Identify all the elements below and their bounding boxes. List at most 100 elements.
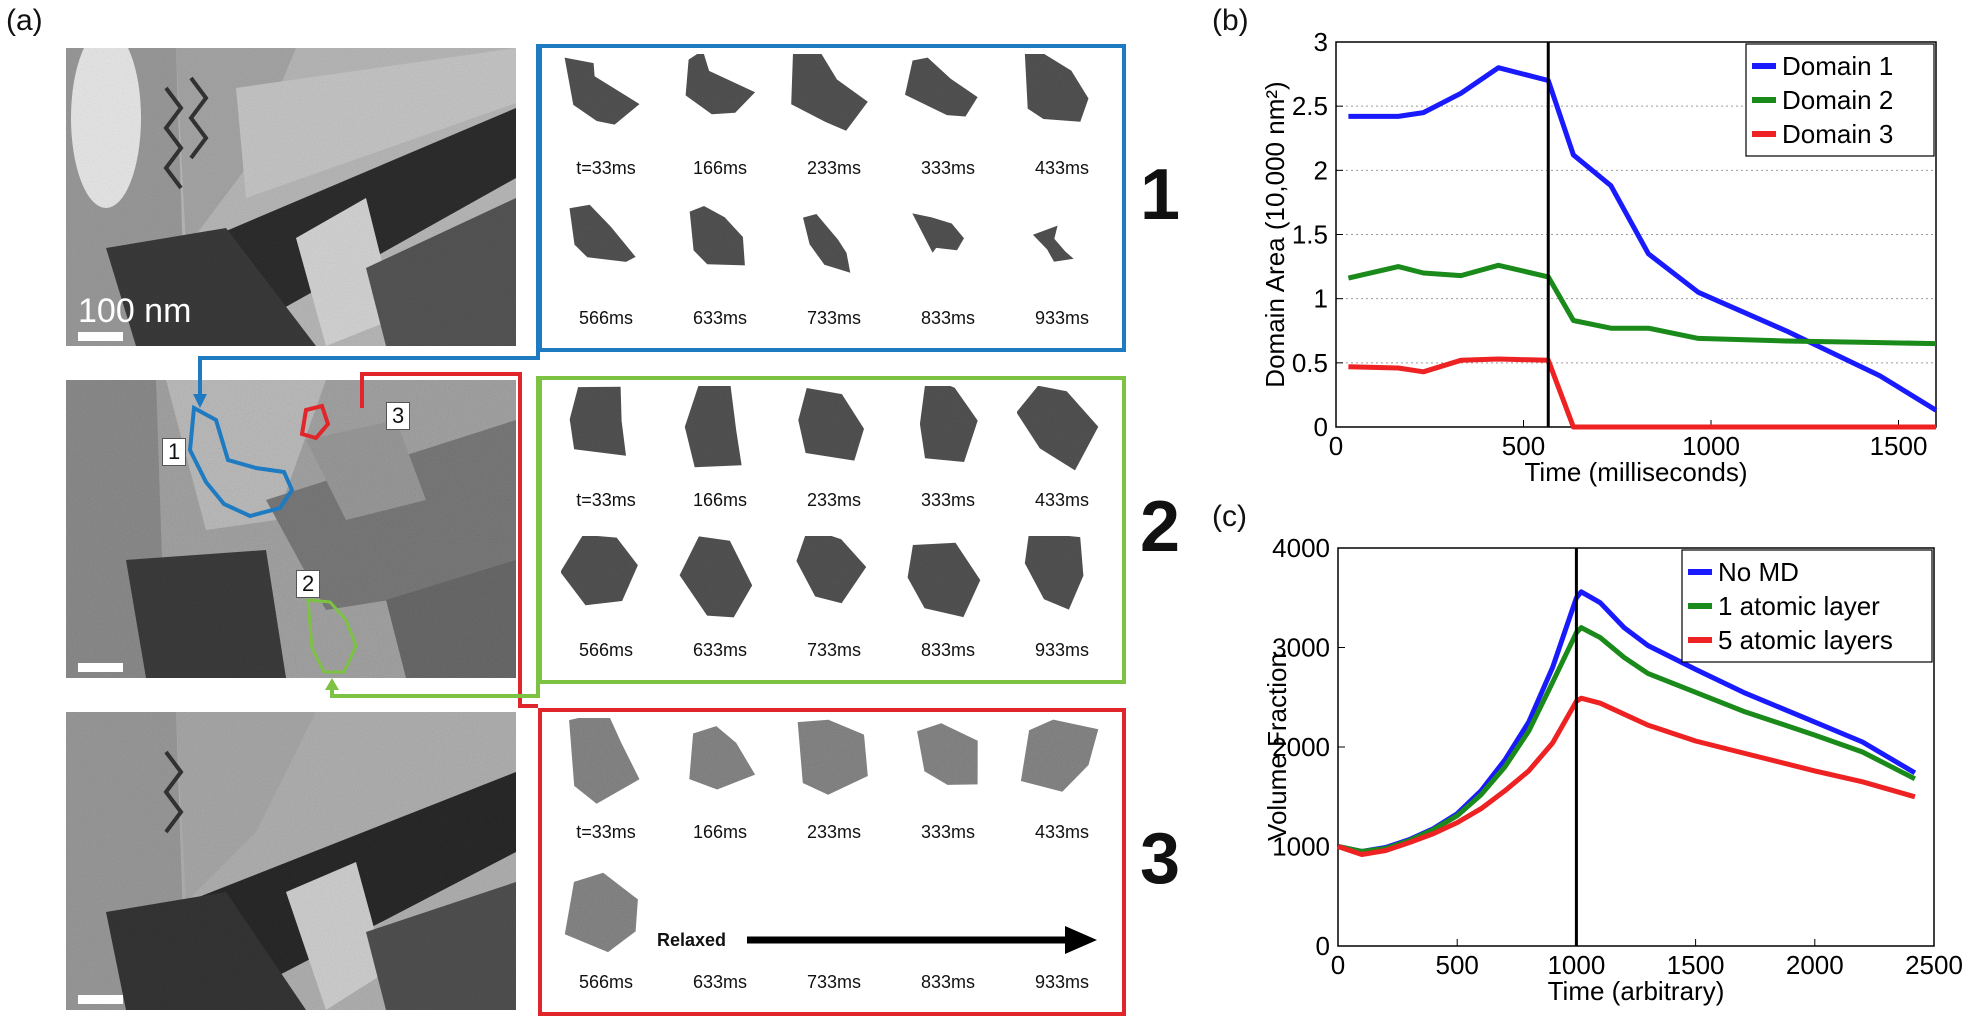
series-line-domain-1: [1348, 65, 1938, 413]
time-label: 433ms: [1034, 822, 1090, 842]
domain-snapshot: [1017, 718, 1107, 808]
time-label: 833ms: [920, 308, 976, 328]
scale-bar: [78, 663, 123, 672]
x-axis-label: Time (arbitrary): [1548, 976, 1725, 1006]
y-tick-label: 3000: [1272, 633, 1330, 663]
domain-snapshot: [675, 536, 765, 626]
tem-image-middle: 1 2 3: [66, 380, 516, 678]
domain-snapshot: [903, 718, 993, 808]
domain-marker-3: 3: [386, 402, 411, 430]
tem-image-bottom: [66, 712, 516, 1010]
x-tick-label: 1000: [1682, 431, 1740, 461]
time-label: 333ms: [920, 158, 976, 178]
x-tick-label: 1500: [1667, 950, 1725, 980]
time-label: 233ms: [806, 158, 862, 178]
domain-snapshot: [561, 204, 651, 294]
scale-bar-label: 100 nm: [78, 292, 192, 330]
y-tick-label: 1000: [1272, 832, 1330, 862]
time-label: 233ms: [806, 822, 862, 842]
domain-number-1: 1: [1140, 155, 1181, 235]
y-tick-label: 2000: [1272, 732, 1330, 762]
relaxed-arrow: [747, 926, 1097, 954]
scale-bar: [78, 332, 123, 341]
legend-label: Domain 2: [1782, 85, 1893, 115]
relaxed-label: Relaxed: [657, 930, 727, 950]
x-tick-label: 1000: [1547, 950, 1605, 980]
domain-snapshot: [903, 54, 993, 144]
time-label: 433ms: [1034, 490, 1090, 510]
panel-label-b: (b): [1212, 4, 1249, 37]
domain-snapshot: [561, 868, 651, 958]
y-tick-label: 2: [1314, 155, 1328, 185]
chart-domain-area: 0 0.5 1 1.5 2 2.5 3 0 500 1000 1500 Time (milliseco…: [1260, 30, 1938, 487]
domain-snapshot: [903, 204, 993, 294]
tem-image-top: 100 nm: [66, 48, 516, 346]
time-label: 333ms: [920, 822, 976, 842]
y-tick-label: 2.5: [1292, 91, 1328, 121]
time-label: 833ms: [920, 640, 976, 660]
x-axis-label: Time (milliseconds): [1525, 457, 1748, 487]
domain-snapshot: [561, 536, 651, 626]
time-label: 233ms: [806, 490, 862, 510]
legend-label: 1 atomic layer: [1718, 591, 1880, 621]
time-label: 566ms: [578, 972, 634, 992]
time-label: 566ms: [578, 640, 634, 660]
domain-snapshot: [789, 718, 879, 808]
domain-marker-2: 2: [296, 570, 321, 598]
time-label: 633ms: [692, 308, 748, 328]
y-tick-label: 0.5: [1292, 348, 1328, 378]
legend-label: Domain 1: [1782, 51, 1893, 81]
x-tick-label: 500: [1436, 950, 1479, 980]
domain-snapshot: [561, 718, 651, 808]
gallery-domain-1: t=33ms 166ms 233ms 333ms 433ms 566ms 633ms 733m…: [538, 44, 1126, 352]
series-line-domain-2: [1347, 262, 1937, 347]
y-tick-label: 4000: [1272, 533, 1330, 563]
domain-snapshot: [789, 54, 879, 144]
x-tick-label: 2000: [1786, 950, 1844, 980]
domain-snapshot: [903, 386, 993, 476]
y-axis-label: Domain Area (10,000 nm²): [1260, 81, 1290, 387]
time-label: 733ms: [806, 640, 862, 660]
chart-volume-fraction: 0 1000 2000 3000 4000 0 500 1000 1500 2000 2500 Tim…: [1262, 533, 1963, 1006]
x-tick-label: 0: [1331, 950, 1345, 980]
domain-snapshot: [561, 54, 651, 144]
series-line-domain-3: [1348, 356, 1936, 430]
domain-marker-1: 1: [162, 438, 187, 466]
time-label: 933ms: [1034, 972, 1090, 992]
domain-snapshot: [675, 54, 765, 144]
domain-snapshot: [1017, 54, 1107, 144]
domain-snapshot: [789, 204, 879, 294]
series-line-5-atomic-layers: [1337, 695, 1916, 857]
legend-box: [1681, 549, 1933, 663]
legend-box: [1745, 43, 1935, 157]
x-tick-label: 0: [1329, 431, 1343, 461]
scale-bar: [78, 995, 123, 1004]
time-label: 933ms: [1034, 308, 1090, 328]
domain-number-3: 3: [1140, 819, 1181, 899]
domain-snapshot: [675, 204, 765, 294]
y-tick-label: 0: [1314, 412, 1328, 442]
legend-label: No MD: [1718, 557, 1799, 587]
domain-snapshot: [1017, 204, 1107, 294]
time-label: 933ms: [1034, 640, 1090, 660]
time-label: 166ms: [692, 490, 748, 510]
time-label: 733ms: [806, 308, 862, 328]
gallery-domain-2: t=33ms 166ms 233ms 333ms 433ms 566ms 633ms 733m…: [538, 376, 1126, 684]
gallery-domain-3: t=33ms 166ms 233ms 333ms 433ms 566ms 633ms 733m…: [538, 708, 1126, 1016]
time-label: 633ms: [692, 640, 748, 660]
x-tick-label: 1500: [1870, 431, 1928, 461]
time-label: t=33ms: [576, 490, 636, 510]
x-tick-label: 2500: [1905, 950, 1963, 980]
domain-snapshot: [789, 386, 879, 476]
domain-snapshot: [903, 536, 993, 626]
domain-snapshot: [1017, 536, 1107, 626]
y-tick-label: 3: [1314, 30, 1328, 57]
time-label: t=33ms: [576, 822, 636, 842]
domain-snapshot: [675, 386, 765, 476]
time-label: 333ms: [920, 490, 976, 510]
domain-snapshot: [1017, 386, 1107, 476]
legend-label: Domain 3: [1782, 119, 1893, 149]
x-tick-label: 500: [1502, 431, 1545, 461]
panel-label-c: (c): [1212, 500, 1247, 533]
domain-snapshot: [561, 386, 651, 476]
